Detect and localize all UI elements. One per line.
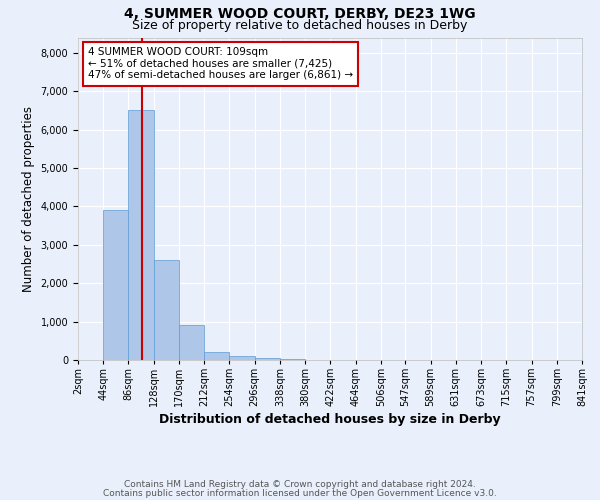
Bar bbox=[154, 260, 179, 360]
Bar bbox=[128, 110, 154, 360]
Text: 4 SUMMER WOOD COURT: 109sqm
← 51% of detached houses are smaller (7,425)
47% of : 4 SUMMER WOOD COURT: 109sqm ← 51% of det… bbox=[88, 47, 353, 80]
Text: 4, SUMMER WOOD COURT, DERBY, DE23 1WG: 4, SUMMER WOOD COURT, DERBY, DE23 1WG bbox=[124, 8, 476, 22]
Text: Contains public sector information licensed under the Open Government Licence v3: Contains public sector information licen… bbox=[103, 488, 497, 498]
Bar bbox=[229, 356, 254, 360]
Y-axis label: Number of detached properties: Number of detached properties bbox=[22, 106, 35, 292]
Bar bbox=[280, 359, 305, 360]
Text: Size of property relative to detached houses in Derby: Size of property relative to detached ho… bbox=[133, 18, 467, 32]
X-axis label: Distribution of detached houses by size in Derby: Distribution of detached houses by size … bbox=[159, 414, 501, 426]
Bar bbox=[103, 210, 128, 360]
Bar bbox=[204, 352, 229, 360]
Bar bbox=[254, 358, 280, 360]
Text: Contains HM Land Registry data © Crown copyright and database right 2024.: Contains HM Land Registry data © Crown c… bbox=[124, 480, 476, 489]
Bar bbox=[179, 326, 204, 360]
